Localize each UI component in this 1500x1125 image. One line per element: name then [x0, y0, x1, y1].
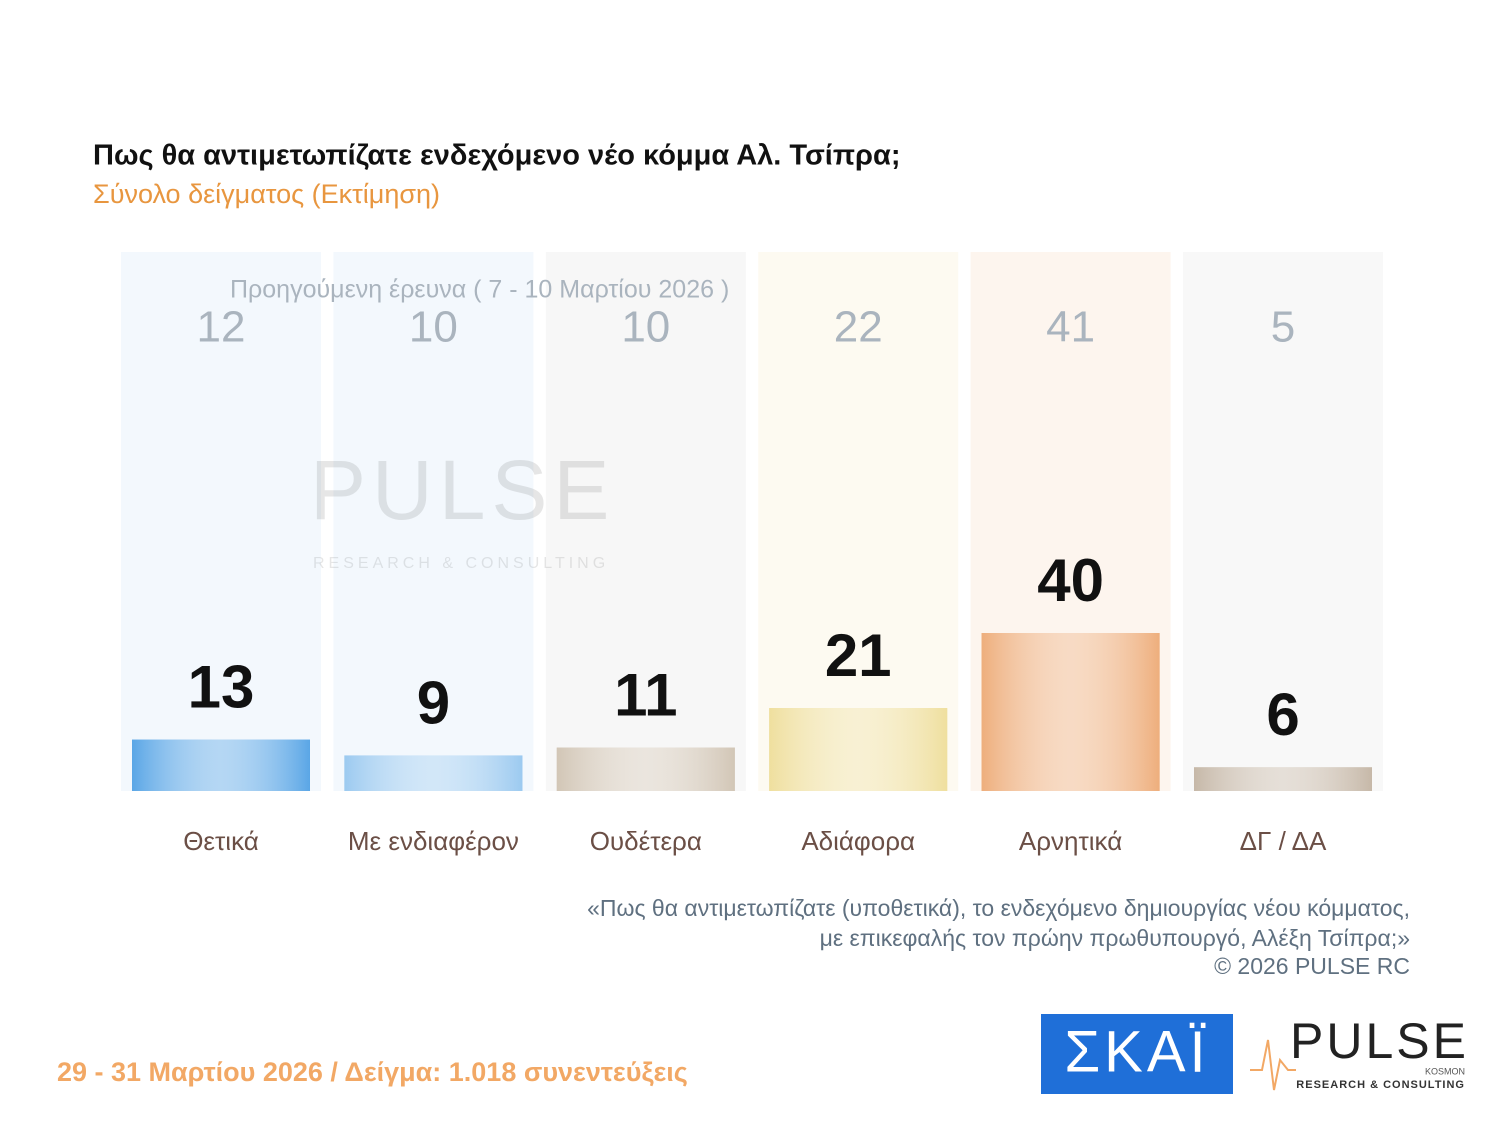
column-background	[333, 252, 534, 791]
chart-subtitle: Σύνολο δείγματος (Εκτίμηση)	[93, 179, 440, 209]
previous-value: 22	[834, 303, 883, 352]
category-label: Με ενδιαφέρον	[348, 826, 519, 856]
footnote: «Πως θα αντιμετωπίζατε (υποθετικά), το ε…	[587, 895, 1410, 921]
column-background	[1183, 252, 1383, 791]
column-background	[758, 252, 959, 791]
value-label: 21	[825, 622, 892, 689]
watermark-tagline: RESEARCH & CONSULTING	[313, 555, 609, 572]
category-label: Αρνητικά	[1019, 826, 1122, 856]
previous-value: 5	[1271, 303, 1295, 352]
footnote: © 2026 PULSE RC	[1214, 953, 1410, 979]
value-label: 6	[1266, 681, 1299, 748]
category-label: ΔΓ / ΔΑ	[1240, 826, 1327, 856]
pulse-logo-tagline: RESEARCH & CONSULTING	[1296, 1079, 1465, 1091]
skai-logo: ΣΚΑΪ	[1064, 1019, 1209, 1084]
skai-logo-box	[1041, 1014, 1233, 1094]
column-background	[121, 252, 321, 791]
watermark-text: PULSE	[310, 443, 615, 537]
pulse-logo-kosmon: KOSMON	[1425, 1066, 1465, 1076]
previous-value: 41	[1046, 303, 1095, 352]
category-label: Ουδέτερα	[590, 826, 702, 856]
category-label: Θετικά	[183, 826, 259, 856]
column-background	[545, 252, 746, 791]
previous-value: 10	[409, 303, 458, 352]
category-label: Αδιάφορα	[801, 826, 915, 856]
watermark: PULSE RESEARCH & CONSULTING	[310, 443, 615, 572]
previous-label: Προηγούμενη έρευνα ( 7 - 10 Μαρτίου 2026…	[230, 276, 729, 304]
pulse-logo: PULSE	[1290, 1013, 1469, 1069]
previous-value: 12	[197, 303, 246, 352]
pulse-logo-wave	[1250, 1039, 1296, 1091]
footnote: με επικεφαλής τον πρώην πρωθυπουργό, Αλέ…	[820, 925, 1410, 951]
value-label: 9	[417, 669, 450, 736]
chart-title: Πως θα αντιμετωπίζατε ενδεχόμενο νέο κόμ…	[93, 140, 900, 172]
value-label: 40	[1037, 547, 1104, 614]
previous-value: 10	[621, 303, 670, 352]
value-label: 13	[188, 653, 255, 720]
value-label: 11	[614, 661, 677, 728]
date-line: 29 - 31 Μαρτίου 2026 / Δείγμα: 1.018 συν…	[57, 1057, 688, 1087]
